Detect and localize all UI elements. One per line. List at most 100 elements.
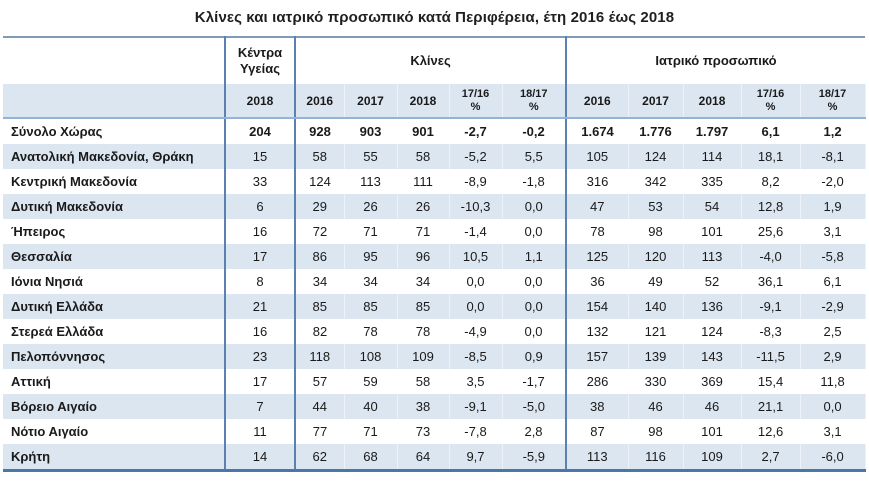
staff-pct-1716-value-cell: -4,0 [741, 244, 801, 269]
beds-pct-1716-value-cell: -7,8 [464, 424, 487, 439]
health-centers-group-header: Κέντρα Υγείας [225, 36, 296, 84]
region-cell: Αττική [3, 369, 226, 394]
staff-pct-1716-value-cell: 21,1 [741, 394, 801, 419]
staff-pct-1817-value-cell: 0,0 [800, 394, 866, 419]
staff-pct-1716-value-cell: 2,7 [741, 444, 801, 472]
health-centers-value-cell: 17 [225, 369, 296, 394]
beds-2016-value-cell: 72 [312, 224, 328, 239]
region-cell: Δυτική Ελλάδα [3, 294, 226, 319]
beds-2017-value-cell: 108 [344, 344, 398, 369]
staff-2017-value-cell: 139 [628, 344, 684, 369]
data-table: Κέντρα Υγείας Κλίνες Ιατρικό προσωπικό 2… [3, 36, 866, 472]
health-centers-value-cell: 33 [225, 169, 296, 194]
staff-2018-value-cell: 114 [683, 144, 742, 169]
staff-2018-value-cell: 101 [701, 224, 723, 239]
region-cell: Δυτική Μακεδονία [3, 194, 226, 219]
beds-2017-value-cell: 71 [363, 424, 378, 439]
region-cell: Βόρειο Αιγαίο [3, 394, 226, 419]
staff-2018-value-cell: 335 [701, 174, 723, 189]
staff-pct-1716-value-cell: 12,6 [757, 424, 784, 439]
staff-pct-1716-value-cell: 6,1 [761, 124, 780, 139]
beds-pct-1817-value-cell: -1,7 [502, 369, 568, 394]
table-row: Δυτική Μακεδονία 6 29 26 26 -10,3 0,0 47 53 54 12,… [3, 194, 866, 219]
staff-2018-value-cell: 101 [701, 424, 723, 439]
staff-2016-value-cell: 47 [566, 194, 629, 219]
beds-pct-1716-value-cell: 0,0 [466, 274, 485, 289]
staff-2017-value-cell: 98 [648, 224, 663, 239]
beds-2016-value-cell: 34 [312, 274, 328, 289]
health-centers-value-cell: 8 [225, 269, 296, 294]
beds-2017-value-cell: 34 [363, 274, 378, 289]
staff-2017-value-cell: 140 [628, 294, 684, 319]
beds-pct-1817-value-cell: 0,0 [502, 294, 568, 319]
table-row: Δυτική Ελλάδα 21 85 85 85 0,0 0,0 154 140 136 -9,1… [3, 294, 866, 319]
staff-2017-value-cell: 46 [628, 394, 684, 419]
staff-2016-value-cell: 132 [586, 324, 609, 339]
health-centers-value-cell: 16 [225, 319, 296, 344]
staff-pct-1716-header: 17/16 % [741, 84, 801, 119]
beds-pct-1716-value-cell: -8,5 [449, 344, 503, 369]
beds-2016-value-cell: 118 [295, 344, 345, 369]
beds-2017-value-cell: 26 [344, 194, 398, 219]
beds-2016-value-cell: 86 [295, 244, 345, 269]
staff-2016-value-cell: 154 [566, 294, 629, 319]
beds-pct-1817-value-cell: 2,8 [502, 419, 568, 444]
table-row: Βόρειο Αιγαίο 7 44 40 38 -9,1 -5,0 38 46 46 21,1 0,… [3, 394, 866, 419]
staff-2017-value-cell: 330 [644, 374, 667, 389]
beds-pct-1716-value-cell: -5,2 [449, 144, 503, 169]
health-centers-value-cell: 15 [225, 144, 296, 169]
table-row: Κρήτη 14 62 68 64 9,7 -5,9 113 116 109 2,7 -6,0 [3, 444, 866, 472]
staff-pct-1716-value-cell: 25,6 [757, 224, 784, 239]
staff-2018-value-cell: 52 [704, 274, 720, 289]
staff-2016-value-cell: 113 [566, 444, 629, 472]
staff-pct-1817-value-cell: -8,1 [800, 144, 866, 169]
staff-2017-value-cell: 98 [648, 424, 663, 439]
region-cell: Σύνολο Χώρας [3, 118, 226, 144]
group-header-row: Κέντρα Υγείας Κλίνες Ιατρικό προσωπικό [3, 36, 866, 84]
table-row: Αττική 17 57 59 58 3,5 -1,7 286 330 369 15,4 11,8 [3, 369, 865, 394]
beds-2018-value-cell: 58 [415, 374, 431, 389]
staff-2017-value-cell: 116 [628, 444, 684, 472]
region-cell: Ήπειρος [3, 219, 226, 244]
health-centers-value-cell: 16 [225, 219, 296, 244]
beds-2017-value-cell: 71 [363, 224, 378, 239]
health-centers-value-cell: 17 [225, 244, 296, 269]
staff-pct-1716-value-cell: -11,5 [741, 344, 801, 369]
beds-2016-value-cell: 82 [312, 324, 328, 339]
table-row: Στερεά Ελλάδα 16 82 78 78 -4,9 0,0 132 121 124 -8,… [3, 319, 865, 344]
staff-pct-1817-value-cell: 2,9 [800, 344, 866, 369]
health-centers-value-cell: 14 [225, 444, 296, 472]
beds-2018-value-cell: 109 [397, 344, 450, 369]
staff-pct-1716-value-cell: 8,2 [761, 174, 780, 189]
beds-pct-1817-value-cell: 0,0 [502, 194, 568, 219]
beds-2018-value-cell: 73 [415, 424, 431, 439]
beds-pct-1817-value-cell: 0,0 [502, 219, 568, 244]
staff-2016-value-cell: 1.674 [581, 124, 614, 139]
table-row: Θεσσαλία 17 86 95 96 10,5 1,1 125 120 113 -4,0 -5,8 [3, 244, 866, 269]
region-cell: Νότιο Αιγαίο [3, 419, 226, 444]
region-cell: Πελοπόννησος [3, 344, 226, 369]
beds-pct-1817-value-cell: 0,9 [502, 344, 568, 369]
beds-2016-header: 2016 [295, 84, 345, 119]
beds-pct-1716-value-cell: -4,9 [464, 324, 487, 339]
beds-2017-value-cell: 113 [360, 174, 381, 189]
table-row: Ήπειρος 16 72 71 71 -1,4 0,0 78 98 101 25,6 3,1 [3, 219, 865, 244]
beds-2018-value-cell: 34 [415, 274, 431, 289]
staff-pct-1817-value-cell: 1,2 [823, 124, 842, 139]
staff-2018-value-cell: 109 [683, 444, 742, 472]
beds-2016-value-cell: 77 [312, 424, 328, 439]
staff-2017-value-cell: 121 [644, 324, 667, 339]
staff-pct-1716-value-cell: 15,4 [757, 374, 784, 389]
health-centers-value-cell: 6 [225, 194, 296, 219]
staff-pct-1817-value-cell: -6,0 [800, 444, 866, 472]
staff-2017-value-cell: 1.776 [639, 124, 672, 139]
staff-group-header: Ιατρικό προσωπικό [566, 36, 866, 84]
beds-pct-1716-value-cell: -1,4 [464, 224, 487, 239]
beds-pct-1817-header: 18/17 % [502, 84, 568, 119]
staff-pct-1817-value-cell: 11,8 [820, 374, 845, 389]
beds-2017-value-cell: 903 [359, 124, 382, 139]
beds-2017-value-cell: 68 [344, 444, 398, 472]
beds-pct-1817-value-cell: 5,5 [502, 144, 568, 169]
beds-2016-value-cell: 62 [295, 444, 345, 472]
region-year-header [3, 84, 226, 119]
